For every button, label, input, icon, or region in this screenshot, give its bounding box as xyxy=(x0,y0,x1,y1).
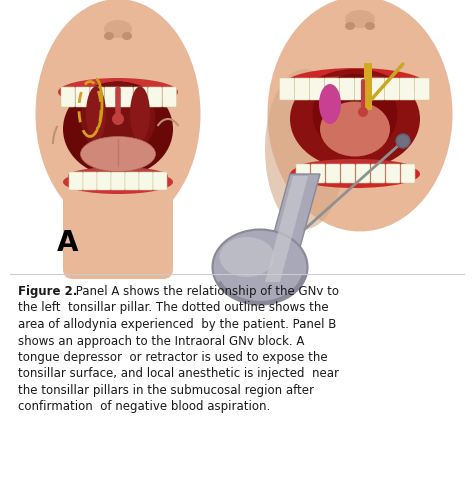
Text: Figure 2.: Figure 2. xyxy=(18,285,77,297)
Ellipse shape xyxy=(63,171,173,195)
FancyBboxPatch shape xyxy=(371,165,385,183)
Ellipse shape xyxy=(58,79,178,107)
FancyBboxPatch shape xyxy=(97,173,111,191)
Circle shape xyxy=(358,108,368,118)
FancyBboxPatch shape xyxy=(384,79,400,101)
Text: the left  tonsillar pillar. The dotted outline shows the: the left tonsillar pillar. The dotted ou… xyxy=(18,301,328,314)
Ellipse shape xyxy=(65,87,171,107)
FancyBboxPatch shape xyxy=(69,173,83,191)
Ellipse shape xyxy=(219,238,274,277)
Ellipse shape xyxy=(267,0,453,232)
FancyBboxPatch shape xyxy=(134,88,147,108)
FancyBboxPatch shape xyxy=(280,79,294,101)
Ellipse shape xyxy=(68,167,168,186)
Ellipse shape xyxy=(365,23,375,31)
Ellipse shape xyxy=(295,160,415,180)
Ellipse shape xyxy=(81,82,155,157)
FancyBboxPatch shape xyxy=(90,88,104,108)
Ellipse shape xyxy=(320,102,390,157)
Polygon shape xyxy=(265,177,308,283)
FancyBboxPatch shape xyxy=(326,165,340,183)
Ellipse shape xyxy=(212,230,308,305)
FancyBboxPatch shape xyxy=(364,64,372,111)
FancyBboxPatch shape xyxy=(63,190,173,279)
FancyBboxPatch shape xyxy=(341,165,355,183)
FancyBboxPatch shape xyxy=(75,88,90,108)
Ellipse shape xyxy=(290,161,420,189)
Ellipse shape xyxy=(291,77,419,99)
Text: confirmation  of negative blood aspiration.: confirmation of negative blood aspiratio… xyxy=(18,400,270,413)
Polygon shape xyxy=(260,175,320,285)
FancyBboxPatch shape xyxy=(310,79,325,101)
FancyBboxPatch shape xyxy=(355,79,370,101)
Circle shape xyxy=(112,114,124,126)
FancyBboxPatch shape xyxy=(111,173,125,191)
Text: area of allodynia experienced  by the patient. Panel B: area of allodynia experienced by the pat… xyxy=(18,318,337,330)
Ellipse shape xyxy=(319,85,341,125)
Text: B: B xyxy=(280,228,301,257)
FancyBboxPatch shape xyxy=(400,79,414,101)
Ellipse shape xyxy=(63,82,173,177)
Ellipse shape xyxy=(104,21,132,39)
FancyBboxPatch shape xyxy=(119,88,133,108)
FancyBboxPatch shape xyxy=(125,173,139,191)
Text: tonsillar surface, and local anesthetic is injected  near: tonsillar surface, and local anesthetic … xyxy=(18,367,339,380)
Text: shows an approach to the Intraoral GNv block. A: shows an approach to the Intraoral GNv b… xyxy=(18,334,304,347)
FancyBboxPatch shape xyxy=(414,79,429,101)
Ellipse shape xyxy=(130,87,150,142)
FancyBboxPatch shape xyxy=(148,88,162,108)
Ellipse shape xyxy=(36,0,201,229)
Ellipse shape xyxy=(86,87,106,142)
FancyBboxPatch shape xyxy=(311,165,325,183)
Ellipse shape xyxy=(81,137,155,172)
FancyBboxPatch shape xyxy=(153,173,167,191)
FancyBboxPatch shape xyxy=(370,79,384,101)
Ellipse shape xyxy=(122,33,132,41)
FancyBboxPatch shape xyxy=(325,79,339,101)
FancyBboxPatch shape xyxy=(356,165,370,183)
Ellipse shape xyxy=(285,69,425,101)
Ellipse shape xyxy=(312,75,398,155)
Ellipse shape xyxy=(345,11,375,29)
FancyBboxPatch shape xyxy=(386,165,400,183)
FancyBboxPatch shape xyxy=(296,165,310,183)
Ellipse shape xyxy=(345,23,355,31)
FancyBboxPatch shape xyxy=(163,88,176,108)
Ellipse shape xyxy=(265,70,345,229)
FancyBboxPatch shape xyxy=(339,79,355,101)
FancyBboxPatch shape xyxy=(61,88,75,108)
Text: A: A xyxy=(57,228,79,257)
Ellipse shape xyxy=(290,70,420,170)
Ellipse shape xyxy=(104,33,114,41)
Circle shape xyxy=(396,135,410,149)
FancyBboxPatch shape xyxy=(294,79,310,101)
FancyBboxPatch shape xyxy=(104,88,118,108)
FancyBboxPatch shape xyxy=(139,173,153,191)
Text: Panel A shows the relationship of the GNv to: Panel A shows the relationship of the GN… xyxy=(72,285,339,297)
Ellipse shape xyxy=(63,170,173,249)
Text: tongue depressor  or retractor is used to expose the: tongue depressor or retractor is used to… xyxy=(18,350,328,363)
FancyBboxPatch shape xyxy=(401,165,415,183)
Text: the tonsillar pillars in the submucosal region after: the tonsillar pillars in the submucosal … xyxy=(18,383,314,396)
FancyBboxPatch shape xyxy=(83,173,97,191)
